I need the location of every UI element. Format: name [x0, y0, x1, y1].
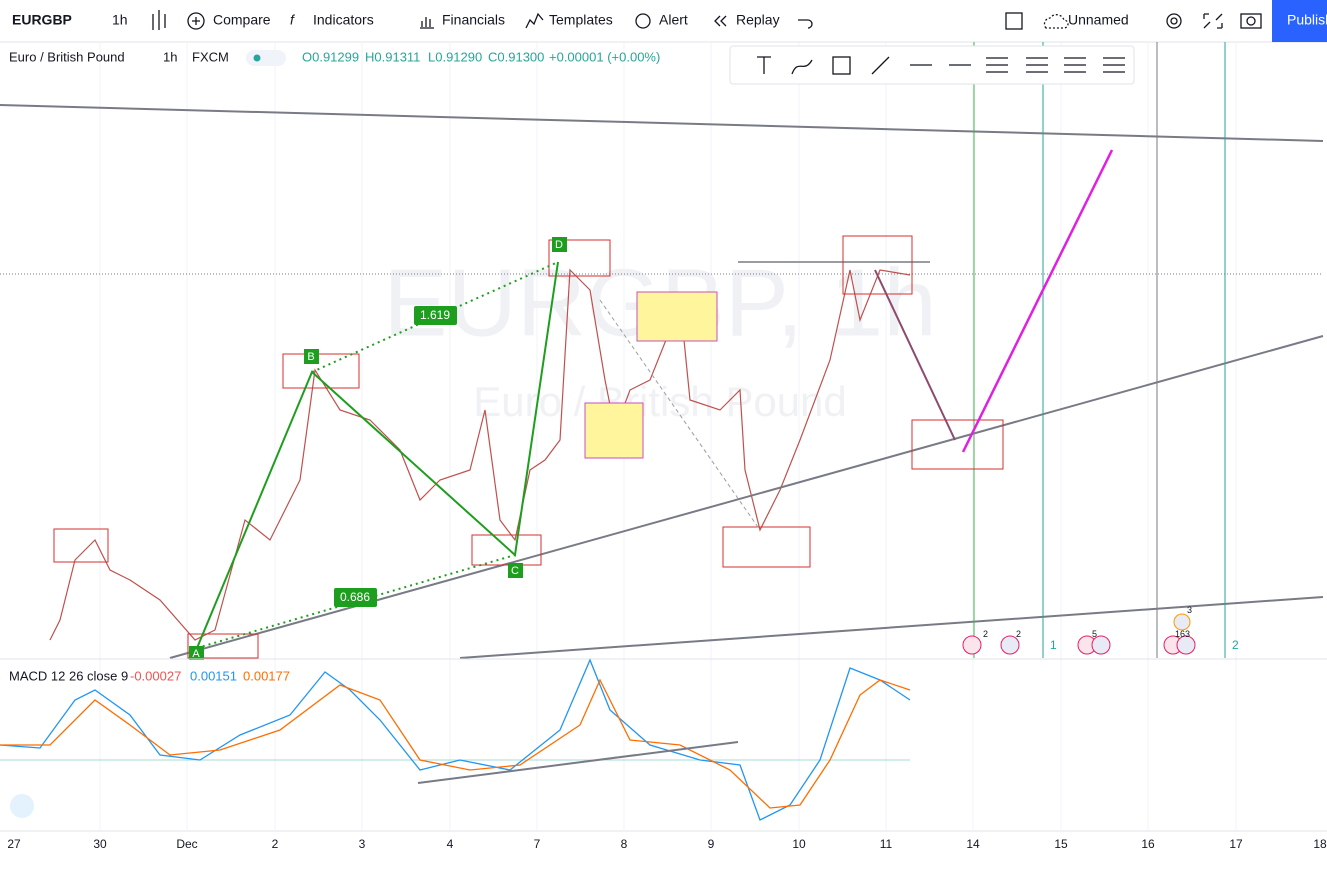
macd-title: MACD 12 26 close 9 [9, 668, 128, 683]
x-tick-label: 9 [708, 837, 715, 851]
xabcd-pattern [196, 261, 559, 649]
x-tick-label: 4 [447, 837, 454, 851]
event-count: 3 [1187, 605, 1192, 615]
x-tick-label: 17 [1229, 837, 1243, 851]
event-count: 163 [1175, 629, 1190, 639]
red-boxes [53, 235, 1004, 659]
legend-close: C0.91300 [488, 49, 544, 64]
pattern-ratios [196, 261, 559, 649]
toolbar-item[interactable]: Indicators [313, 12, 374, 28]
event-badges: 2 2 5 3 163 1 2 [962, 605, 1239, 655]
x-axis: 27 30 Dec 2 3 4 7 8 9 10 11 14 15 16 17 … [7, 837, 1327, 851]
point-label: A [192, 648, 200, 660]
status-pill[interactable] [246, 50, 286, 66]
event-count: 2 [1232, 638, 1239, 652]
vertical-lines [973, 42, 1226, 658]
x-tick-label: 7 [534, 837, 541, 851]
x-tick-label: 30 [93, 837, 107, 851]
legend-interval: 1h [163, 49, 177, 64]
event-count: 2 [1016, 629, 1021, 639]
x-tick-label: 16 [1141, 837, 1155, 851]
x-tick-label: 14 [966, 837, 980, 851]
publish-label[interactable]: Publish [1287, 12, 1327, 28]
projection [599, 299, 761, 531]
x-tick-label: 2 [272, 837, 279, 851]
x-tick-label: 3 [359, 837, 366, 851]
legend-name: Euro / British Pound [9, 49, 125, 64]
ratio-label: 1.619 [420, 308, 450, 322]
legend-change: +0.00001 (+0.00%) [549, 49, 660, 64]
x-tick-label: 27 [7, 837, 21, 851]
toolbar-item[interactable]: Replay [736, 12, 780, 28]
interval[interactable]: 1h [112, 12, 128, 28]
x-tick-label: 10 [792, 837, 806, 851]
legend-low: L0.91290 [428, 49, 482, 64]
fx-icon: f [290, 12, 296, 28]
toolbar-item[interactable]: Compare [213, 12, 271, 28]
point-label: D [555, 239, 563, 251]
publish-button[interactable] [1272, 0, 1327, 42]
layout-name[interactable]: Unnamed [1068, 12, 1129, 28]
event-count: 5 [1092, 629, 1097, 639]
x-tick-label: 11 [880, 837, 893, 851]
event-count: 2 [983, 629, 988, 639]
x-tick-label: Dec [176, 837, 197, 851]
toolbar-item[interactable]: Financials [442, 12, 505, 28]
point-label: B [307, 351, 314, 363]
signal-line-sketch [0, 678, 911, 809]
path-down [874, 269, 956, 441]
macd-line-sketch [0, 658, 911, 821]
drawing-tools[interactable] [757, 56, 1125, 75]
x-tick-label: 15 [1054, 837, 1068, 851]
macd-signal: 0.00177 [243, 668, 290, 683]
toolbar [0, 0, 1327, 42]
legend-high: H0.91311 [365, 49, 420, 64]
toolbar-item[interactable]: Templates [549, 12, 613, 28]
macd-histogram: -0.00027 [130, 668, 181, 683]
pattern-labels: A B C D 1.619 0.686 [189, 237, 567, 660]
legend-source: FXCM [192, 49, 229, 64]
toolbar-icons [152, 10, 1262, 30]
symbol[interactable]: EURGBP [12, 12, 72, 28]
macd-trend [417, 741, 739, 784]
toolbar-item[interactable]: Alert [659, 12, 688, 28]
event-count: 1 [1050, 638, 1057, 652]
grid [99, 42, 1237, 830]
trend-lines [0, 104, 1324, 659]
legend-open: O0.91299 [302, 49, 359, 64]
point-label: C [511, 565, 519, 577]
logo[interactable] [10, 794, 34, 818]
path-up [961, 149, 1114, 453]
ratio-label: 0.686 [340, 590, 370, 604]
x-tick-label: 8 [621, 837, 628, 851]
watermark-name: Euro / British Pound [473, 378, 847, 425]
macd-value: 0.00151 [190, 668, 237, 683]
highlight-boxes [584, 291, 718, 459]
x-tick-label: 18 [1313, 837, 1327, 851]
